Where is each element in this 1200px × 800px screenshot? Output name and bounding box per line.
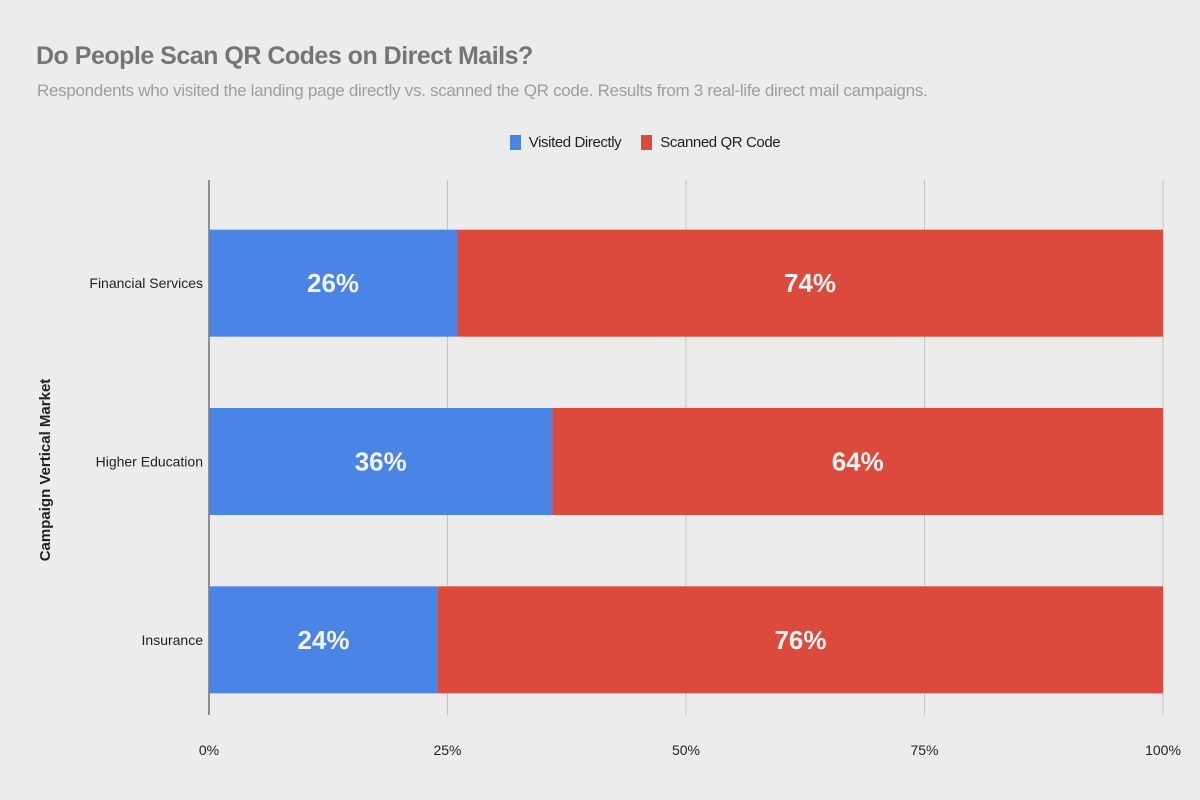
y-tick-label: Financial Services (89, 275, 203, 291)
legend: Visited Directly Scanned QR Code (0, 134, 1200, 151)
y-tick-label: Higher Education (96, 454, 203, 470)
bar-scanned (457, 229, 1163, 337)
legend-swatch-visited (509, 135, 521, 150)
chart-subtitle: Respondents who visited the landing page… (37, 81, 928, 100)
data-label: 74% (784, 268, 836, 298)
data-label: 76% (774, 625, 826, 655)
x-tick-label: 100% (1145, 742, 1181, 758)
x-tick-label: 75% (910, 742, 938, 758)
bar-visited (209, 408, 553, 515)
x-tick-label: 25% (433, 742, 461, 758)
legend-item-scanned-qr[interactable]: Scanned QR Code (641, 134, 781, 151)
bar-visited (209, 229, 458, 337)
legend-label: Scanned QR Code (660, 134, 781, 151)
x-tick-label: 0% (199, 742, 219, 758)
y-tick-label: Insurance (142, 632, 204, 648)
legend-swatch-scanned (641, 135, 653, 150)
legend-label: Visited Directly (528, 134, 622, 151)
x-tick-label: 50% (672, 742, 700, 758)
data-label: 36% (355, 447, 407, 477)
bar-scanned (552, 408, 1163, 515)
data-label: 64% (832, 447, 884, 477)
chart-title: Do People Scan QR Codes on Direct Mails? (36, 42, 533, 70)
y-axis-title: Campaign Vertical Market (37, 379, 54, 562)
data-label: 26% (307, 268, 359, 298)
legend-item-visited-directly[interactable]: Visited Directly (420, 134, 622, 151)
bar-visited (209, 586, 438, 694)
data-label: 24% (297, 625, 349, 655)
bar-scanned (437, 586, 1164, 694)
